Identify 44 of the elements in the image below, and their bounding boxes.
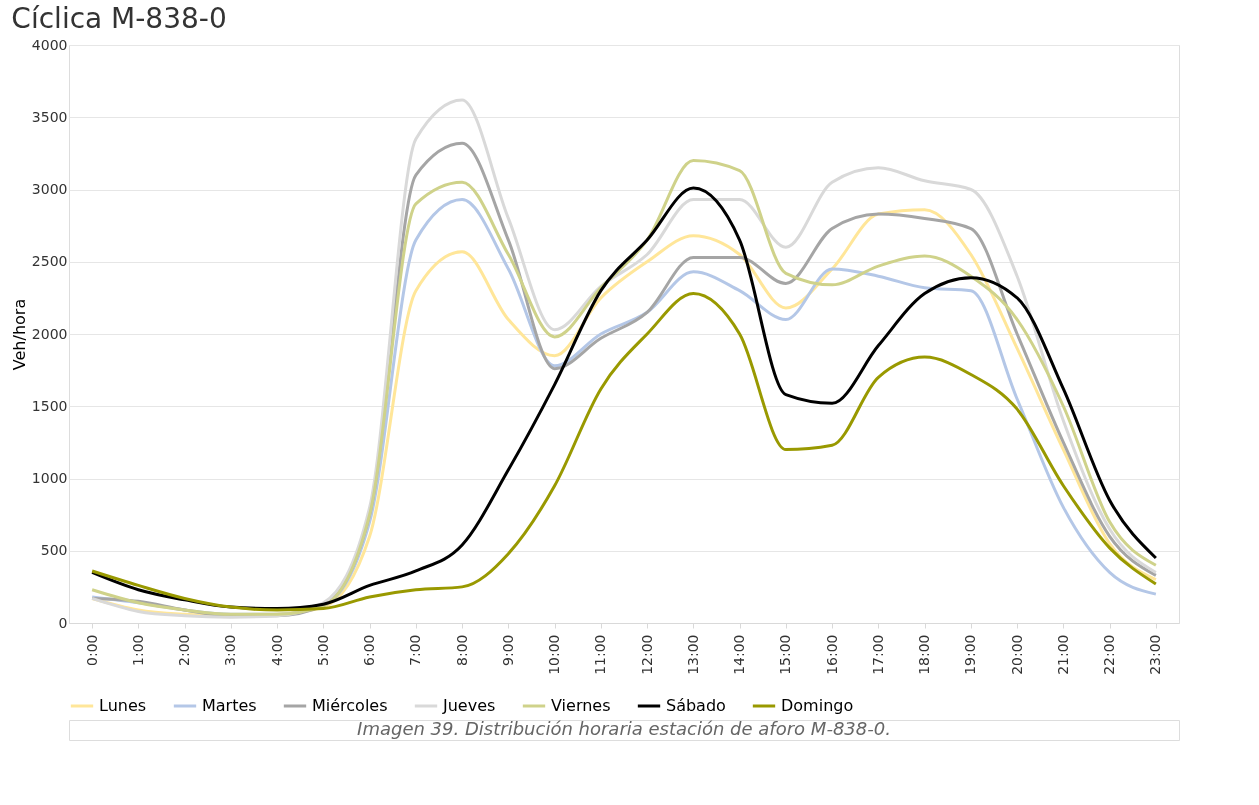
line-series [90, 292, 1158, 612]
x-tick-label: 11:00 [592, 634, 609, 675]
legend-label: Lunes [99, 696, 147, 715]
x-tick-label: 23:00 [1147, 634, 1164, 675]
x-tick-label: 5:00 [314, 634, 331, 666]
y-tick-label: 500 [40, 542, 68, 559]
x-tick-label: 0:00 [83, 634, 100, 666]
x-tick-label: 7:00 [407, 634, 424, 666]
x-tick-label: 17:00 [869, 634, 886, 675]
x-tick-label: 9:00 [499, 634, 516, 666]
x-tick-label: 14:00 [731, 634, 748, 675]
legend-label: Martes [202, 696, 257, 715]
legend-label: Miércoles [312, 696, 388, 715]
x-tick-label: 13:00 [684, 634, 701, 675]
x-tick-label: 19:00 [962, 634, 979, 675]
y-tick-label: 1000 [31, 470, 68, 486]
y-tick-label: 4000 [31, 36, 68, 53]
x-tick-label: 18:00 [916, 634, 933, 675]
y-axis-title: Veh/hora [9, 298, 29, 371]
y-tick-label: 1500 [31, 397, 68, 414]
y-tick-label: 3000 [31, 181, 68, 197]
x-tick-label: 12:00 [638, 634, 655, 675]
legend-label: Sábado [666, 696, 726, 715]
legend-label: Domingo [781, 696, 854, 715]
text: Imagen 39. Distribución horaria estación de aforo M-838-0. [357, 718, 891, 739]
y-tick-label: 3500 [31, 108, 68, 125]
x-tick-label: 16:00 [823, 634, 840, 675]
x-tick-label: 21:00 [1054, 634, 1071, 675]
x-tick-label: 22:00 [1101, 634, 1118, 675]
legend-label: Viernes [551, 696, 611, 715]
x-tick-label: 4:00 [268, 634, 285, 666]
x-tick-label: 10:00 [546, 634, 563, 675]
x-tick-label: 15:00 [777, 634, 794, 675]
x-tick-label: 8:00 [453, 634, 470, 666]
legend-label: Jueves [442, 696, 496, 715]
x-tick-label: 1:00 [129, 634, 146, 666]
x-tick-label: 20:00 [1008, 634, 1025, 675]
y-tick-label: 0 [58, 614, 68, 631]
chart-title: Cíclica M-838-0 [11, 2, 227, 35]
x-tick-label: 6:00 [361, 634, 378, 666]
y-tick-label: 2000 [31, 325, 68, 342]
x-tick-label: 2:00 [176, 634, 193, 666]
x-tick-label: 3:00 [222, 634, 239, 666]
y-tick-label: 2500 [31, 253, 68, 270]
